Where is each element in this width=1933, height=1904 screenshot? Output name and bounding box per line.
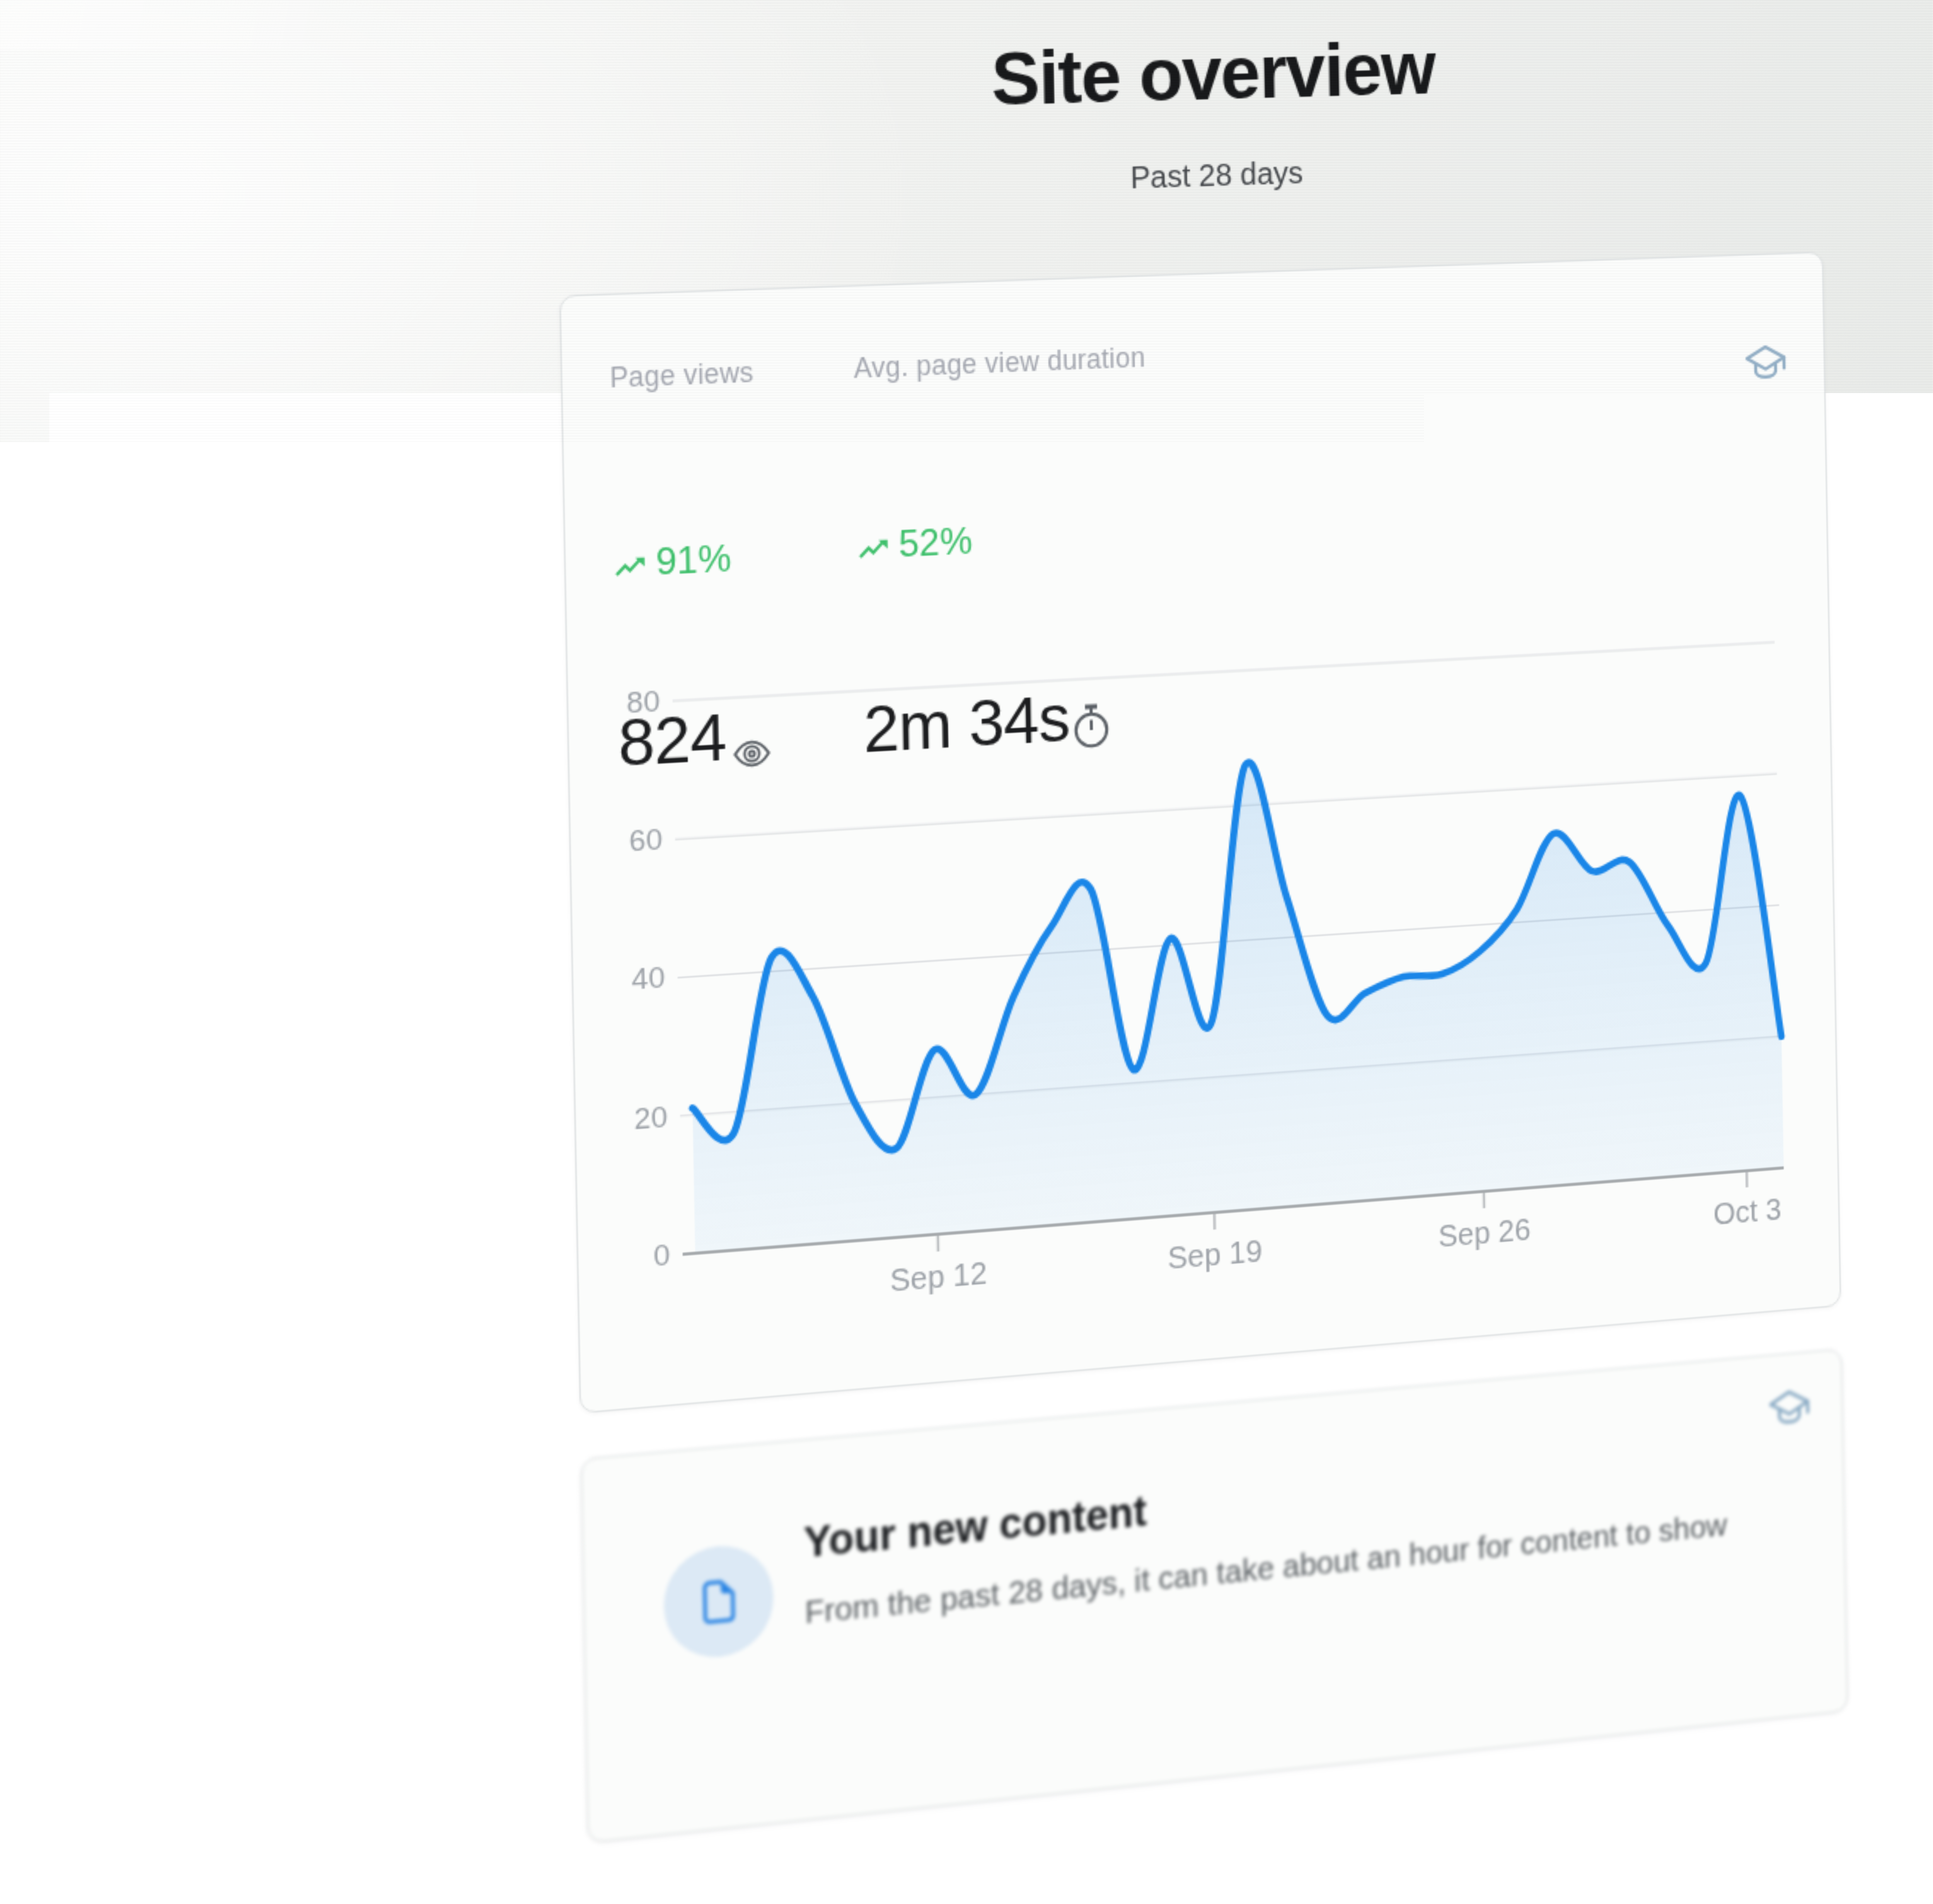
screen-photo: Site overview Past 28 days Page views 82… bbox=[0, 0, 1933, 1619]
page-views-chart-svg: 0 20 40 60 80 Sep 12 Sep 19 Sep 26 Oct 3 bbox=[590, 619, 1827, 1352]
trending-up-icon bbox=[615, 554, 647, 578]
metric-change-value: 52% bbox=[898, 521, 973, 566]
trending-up-icon bbox=[858, 537, 890, 561]
svg-text:Oct 3: Oct 3 bbox=[1713, 1192, 1781, 1231]
metric-trend: 91% bbox=[656, 538, 732, 586]
svg-text:20: 20 bbox=[634, 1099, 668, 1136]
svg-text:40: 40 bbox=[631, 961, 665, 997]
page-title: Site overview bbox=[0, 11, 1933, 149]
graduation-cap-icon[interactable] bbox=[1741, 339, 1790, 392]
svg-text:Sep 12: Sep 12 bbox=[890, 1255, 987, 1298]
new-content-card: Your new content From the past 28 days, … bbox=[580, 1348, 1848, 1843]
page-subtitle: Past 28 days bbox=[0, 127, 1933, 234]
svg-text:Sep 26: Sep 26 bbox=[1438, 1212, 1531, 1253]
svg-text:80: 80 bbox=[626, 684, 660, 720]
metric-avg-duration[interactable]: Avg. page view duration 2m 34s 52% bbox=[561, 253, 1822, 297]
graduation-cap-icon[interactable] bbox=[1765, 1382, 1814, 1438]
new-content-title: Your new content bbox=[803, 1488, 1147, 1568]
new-content-badge bbox=[663, 1541, 775, 1662]
svg-text:Sep 19: Sep 19 bbox=[1167, 1234, 1263, 1276]
page-views-chart[interactable]: 0 20 40 60 80 Sep 12 Sep 19 Sep 26 Oct 3 bbox=[590, 619, 1827, 1352]
metric-page-views[interactable]: Page views 824 91% bbox=[561, 253, 1822, 297]
metric-change-value: 91% bbox=[656, 538, 732, 584]
metric-label: Page views bbox=[610, 356, 754, 395]
metric-label: Avg. page view duration bbox=[854, 342, 1146, 386]
site-overview-card: Page views 824 91% bbox=[559, 251, 1841, 1414]
svg-text:0: 0 bbox=[653, 1238, 670, 1273]
svg-text:60: 60 bbox=[629, 823, 663, 859]
metric-trend: 52% bbox=[898, 521, 973, 568]
analytics-page: Site overview Past 28 days Page views 82… bbox=[0, 0, 1933, 1738]
